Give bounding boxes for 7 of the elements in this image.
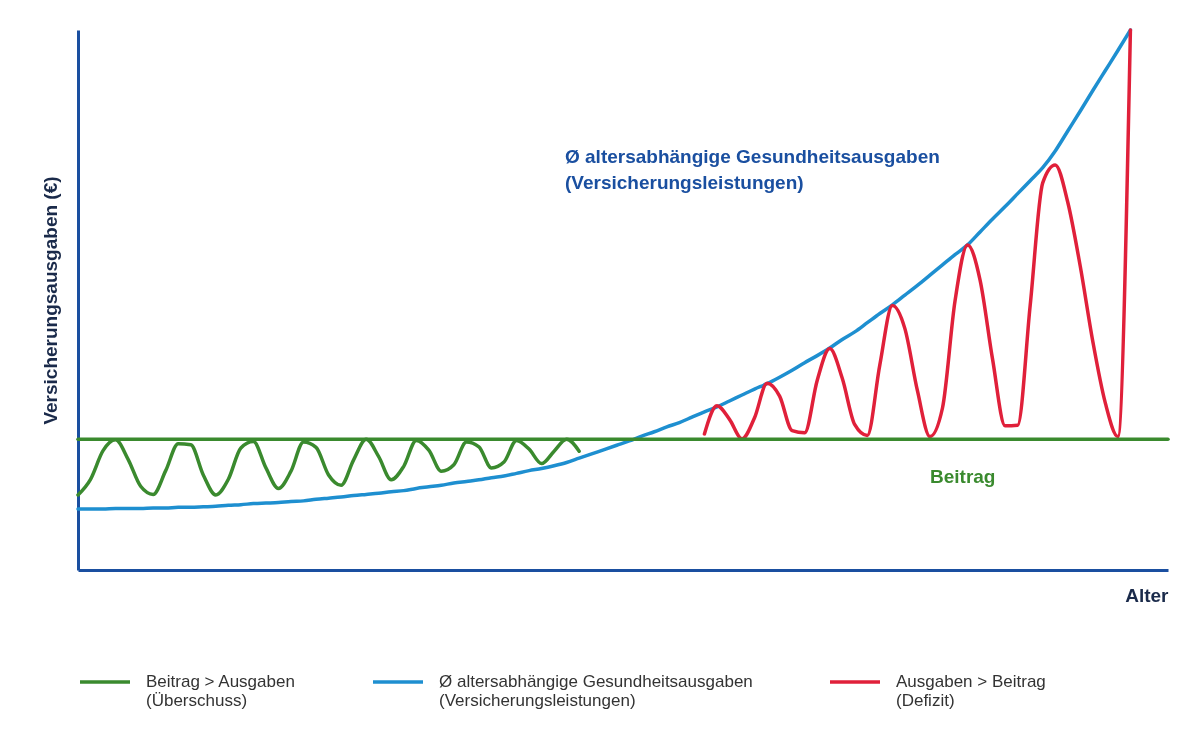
legend-label: Ø altersabhängige Gesundheitsausgaben (Versicherungsleistungen) [439,672,753,710]
annotation: Ø altersabhängige Gesundheitsausgaben (Versicherungsleistungen) [565,146,940,193]
annotation: Beitrag [930,466,996,487]
legend-label: Beitrag > Ausgaben (Überschuss) [146,672,295,710]
legend-label: Ausgaben > Beitrag (Defizit) [896,672,1046,710]
x-axis-title: Alter [1125,584,1170,606]
y-axis-title: Versicherungsausgaben (€) [39,176,61,425]
